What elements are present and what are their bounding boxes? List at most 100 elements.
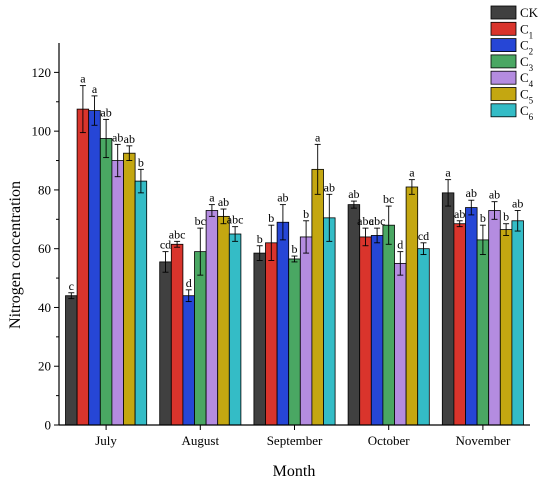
legend-label: C1: [520, 21, 533, 40]
bar: [170, 243, 184, 426]
legend-label: C2: [520, 38, 533, 57]
y-axis-title: Nitrogen concentration: [7, 181, 24, 329]
bar: [453, 223, 466, 426]
significance-label: a: [409, 166, 415, 180]
significance-label: ab: [218, 195, 229, 209]
significance-label: b: [503, 210, 509, 224]
significance-label: ab: [277, 191, 288, 205]
legend-label: C4: [520, 70, 534, 89]
y-tick-label: 100: [32, 124, 52, 139]
bar: [405, 186, 419, 426]
significance-label: d: [186, 276, 192, 290]
bar: [488, 210, 501, 426]
significance-label: b: [292, 242, 298, 256]
legend-label: C3: [520, 54, 534, 73]
y-tick-label: 20: [38, 359, 51, 374]
y-tick-label: 80: [38, 182, 51, 197]
legend-swatch: [490, 21, 517, 36]
significance-label: a: [80, 72, 86, 86]
significance-label: ab: [324, 180, 335, 194]
x-tick-label: July: [95, 433, 117, 448]
significance-label: ab: [100, 105, 111, 119]
bar: [123, 152, 136, 426]
legend-label: CK: [520, 5, 539, 20]
bar: [228, 233, 242, 426]
x-axis-title: Month: [273, 463, 316, 480]
significance-label: ab: [489, 188, 500, 202]
significance-label: ab: [512, 196, 523, 210]
bar: [417, 248, 430, 426]
bar: [134, 180, 148, 426]
y-tick-label: 0: [45, 418, 52, 433]
significance-label: a: [92, 82, 98, 96]
significance-label: abc: [169, 227, 186, 241]
significance-label: ab: [348, 187, 359, 201]
significance-label: bc: [195, 214, 206, 228]
bar: [205, 210, 219, 426]
bar: [311, 168, 324, 426]
significance-label: a: [445, 166, 451, 180]
significance-label: b: [268, 211, 274, 225]
significance-label: a: [315, 130, 321, 144]
bar: [265, 242, 278, 426]
significance-label: ab: [466, 186, 477, 200]
y-tick-label: 60: [38, 241, 51, 256]
significance-label: c: [69, 279, 74, 293]
significance-label: abc: [357, 214, 374, 228]
legend-label: C6: [520, 103, 534, 122]
bar: [382, 224, 395, 426]
significance-label: cd: [418, 229, 429, 243]
bar: [111, 160, 124, 426]
significance-label: b: [257, 232, 263, 246]
x-tick-label: November: [455, 433, 511, 448]
significance-label: b: [480, 211, 486, 225]
legend-swatch: [490, 5, 517, 20]
significance-label: abc: [369, 214, 386, 228]
bar: [299, 236, 313, 426]
bar: [182, 295, 195, 426]
legend-swatch: [490, 54, 517, 69]
bar: [194, 251, 207, 426]
bar: [476, 239, 490, 426]
legend-swatch: [490, 70, 517, 85]
significance-label: ab: [112, 130, 123, 144]
bar: [370, 235, 384, 426]
legend-swatch: [490, 38, 517, 52]
bar: [347, 204, 361, 426]
significance-label: ab: [124, 132, 135, 146]
x-tick-label: October: [368, 433, 411, 448]
bar: [288, 258, 301, 426]
significance-label: cd: [160, 238, 171, 252]
axes: 0 20 40 60 80 100 120 July August September Octobe…: [32, 43, 530, 448]
legend-swatch: [490, 87, 517, 101]
legend-label: C5: [520, 87, 534, 106]
legend-swatch: [490, 103, 517, 118]
bar: [76, 108, 90, 426]
y-tick-label: 120: [32, 65, 52, 80]
significance-label: b: [138, 155, 144, 169]
bar: [511, 220, 524, 426]
bar: [359, 236, 372, 426]
bar: [88, 110, 101, 426]
bar: [465, 207, 478, 426]
significance-label: a: [209, 191, 215, 205]
bar: [499, 229, 513, 426]
significance-label: bc: [383, 192, 394, 206]
bar: [253, 252, 266, 426]
x-tick-label: September: [267, 433, 323, 448]
bar: [65, 295, 78, 426]
x-tick-label: August: [182, 433, 220, 448]
significance-label: abc: [227, 213, 244, 227]
bar: [441, 192, 455, 426]
significance-label: ab: [454, 207, 465, 221]
bar: [217, 215, 230, 426]
significance-label: d: [397, 238, 403, 252]
significance-label: b: [303, 207, 309, 221]
bar: [323, 217, 336, 426]
bar: [159, 261, 172, 426]
y-tick-label: 40: [38, 300, 51, 315]
bar: [394, 262, 407, 426]
